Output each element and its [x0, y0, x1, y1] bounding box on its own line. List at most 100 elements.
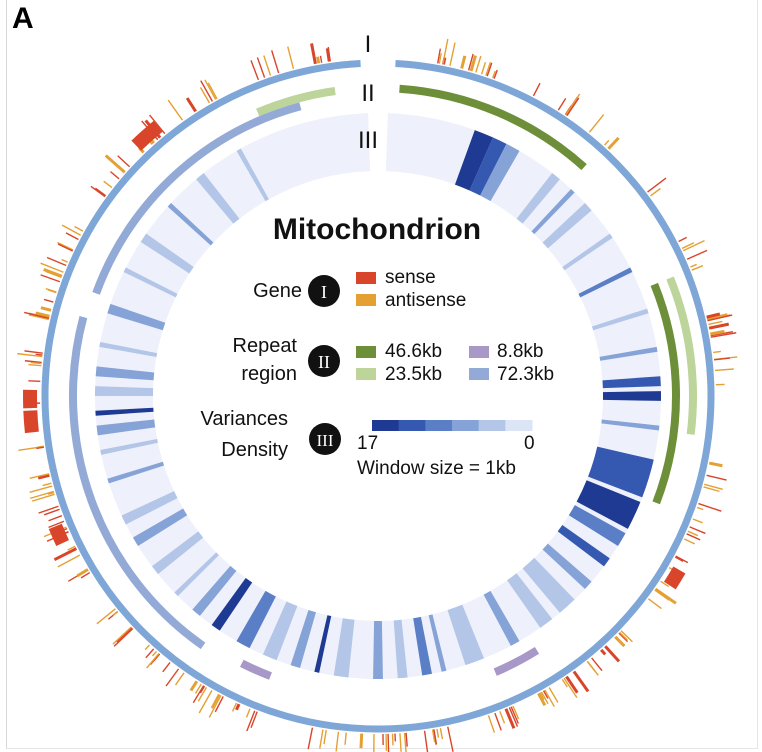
gene-tick	[145, 648, 155, 659]
gene-tick	[714, 368, 734, 372]
gene-tick	[74, 225, 84, 232]
legend-repeat-23-swatch	[356, 368, 376, 380]
gene-tick	[17, 352, 43, 358]
gene-tick	[53, 547, 78, 562]
gene-block	[663, 566, 686, 590]
gene-tick	[689, 526, 706, 535]
gene-tick	[325, 48, 331, 62]
gene-tick	[250, 60, 260, 81]
gene-tick	[647, 598, 662, 610]
gene-tick	[48, 520, 65, 529]
gene-tick	[706, 314, 715, 318]
legend-variance-badge	[309, 423, 341, 455]
gene-tick	[591, 657, 603, 672]
scale-bar-swatch	[425, 420, 453, 431]
gene-tick	[96, 608, 116, 625]
density-band	[557, 524, 610, 567]
gene-tick	[423, 730, 429, 752]
gene-tick	[544, 689, 555, 708]
gene-tick	[231, 702, 238, 712]
legend-gene-label: Gene	[253, 280, 302, 302]
gene-tick	[23, 311, 50, 319]
repeat-arc	[92, 102, 302, 295]
gene-tick	[144, 644, 150, 651]
density-band	[562, 233, 613, 271]
gene-tick	[46, 256, 67, 267]
legend-sense-label: sense	[385, 267, 436, 288]
density-band	[393, 619, 408, 679]
repeat-arc	[239, 659, 272, 680]
gene-tick	[649, 187, 661, 197]
gene-tick	[565, 93, 581, 116]
legend-repeat-72-swatch	[469, 368, 489, 380]
legend-repeat-72-label: 72.3kb	[497, 364, 554, 385]
gene-tick	[704, 483, 723, 491]
gene-tick	[687, 530, 699, 537]
gene-tick	[604, 139, 610, 146]
gene-tick	[692, 518, 703, 524]
gene-tick	[439, 728, 444, 740]
density-band	[100, 438, 158, 455]
density-band	[587, 446, 654, 498]
gene-tick	[607, 136, 620, 150]
legend-sense-swatch	[356, 272, 376, 284]
density-band	[578, 267, 633, 298]
gene-tick	[208, 694, 222, 718]
gene-tick	[710, 330, 733, 337]
gene-tick	[57, 554, 81, 568]
gene-tick	[647, 177, 667, 193]
gene-tick	[61, 258, 68, 263]
gene-tick	[90, 185, 106, 198]
gene-tick	[708, 322, 730, 330]
gene-tick	[167, 99, 184, 121]
gene-tick	[683, 538, 696, 545]
variance-scale-max: 17	[357, 433, 378, 454]
gene-tick	[588, 114, 605, 133]
gene-tick	[146, 653, 160, 669]
gene-tick	[504, 708, 516, 729]
gene-tick	[112, 610, 119, 616]
gene-tick	[405, 732, 408, 747]
gene-tick	[199, 87, 211, 104]
repeat-arc	[256, 87, 336, 117]
gene-tick	[387, 733, 390, 752]
gene-tick	[698, 502, 722, 512]
gene-tick	[57, 241, 74, 251]
legend-variance-label-1: Variances	[201, 408, 288, 430]
gene-tick	[207, 82, 218, 100]
gene-tick	[327, 46, 331, 62]
legend-antisense-swatch	[356, 294, 376, 306]
gene-tick	[263, 55, 272, 76]
gene-tick	[654, 587, 677, 605]
density-band	[542, 202, 592, 249]
density-band	[469, 137, 507, 196]
gene-tick	[65, 232, 79, 241]
density-band	[99, 341, 158, 357]
density-band	[601, 419, 660, 431]
gene-tick	[162, 662, 171, 673]
gene-tick	[480, 62, 487, 75]
gene-tick	[48, 515, 63, 522]
gene-tick	[103, 180, 113, 189]
gene-tick	[359, 733, 364, 749]
density-band	[236, 590, 277, 649]
density-band	[96, 419, 156, 436]
gene-tick	[113, 628, 134, 647]
density-band	[95, 366, 155, 381]
gene-tick	[619, 631, 628, 641]
gene-tick	[681, 242, 695, 250]
density-band	[290, 609, 317, 669]
gene-tick	[512, 705, 520, 720]
density-band	[591, 308, 649, 331]
legend-gene-badge	[308, 275, 340, 307]
density-band	[192, 565, 237, 616]
density-band	[174, 552, 219, 597]
gene-tick	[508, 707, 519, 727]
gene-tick	[709, 329, 725, 336]
gene-tick	[540, 691, 549, 705]
density-band	[121, 490, 178, 525]
figure-frame	[6, 0, 758, 749]
gene-tick	[40, 262, 64, 273]
gene-tick	[47, 289, 57, 294]
gene-tick	[149, 114, 166, 135]
